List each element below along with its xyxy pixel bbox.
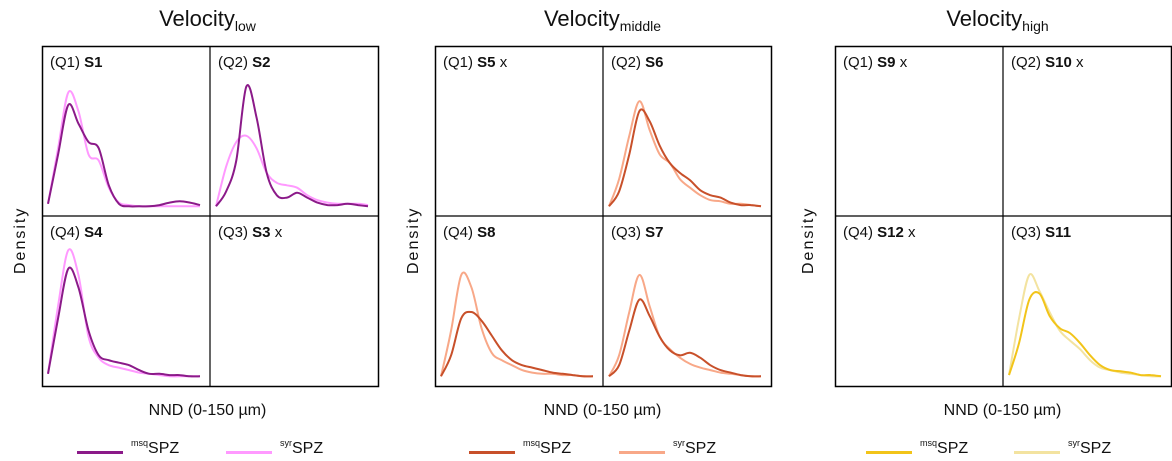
panel-quadrant: (Q2) [611,54,645,71]
group-velocity-high: Velocityhigh Density (Q1) S9 x (Q2) S10 x… [800,0,1172,461]
density-curve-msqspz-s4 [47,266,201,378]
panel-quadrant: (Q1) [443,54,477,71]
panel-label-s6: (Q2) S6 [611,54,664,71]
legend-line-msq [469,451,515,454]
y-axis-label: Density [800,206,817,274]
panel-quadrant: (Q2) [1011,54,1045,71]
panel-sample: S5 [477,54,495,71]
y-axis-label: Density [12,206,29,274]
legend-line-msq [866,451,912,454]
panel-excluded-mark: x [896,54,908,71]
legend-label-msq: msqSPZ [920,438,969,457]
panel-label-s5: (Q1) S5 x [443,54,508,71]
panel-label-s11: (Q3) S11 [1011,224,1071,241]
density-curve-syrspz-s11 [1008,273,1162,378]
panel-sample: S10 [1045,54,1072,71]
panel-excluded-mark: x [496,54,508,71]
panel-sample: S4 [84,224,103,241]
panel-grid: (Q1) S1 (Q2) S2 (Q4) S4 (Q3) S3 x [41,45,380,388]
legend-line-syr [226,451,272,454]
panel-sample: S2 [252,54,270,71]
panel-quadrant: (Q3) [218,224,252,241]
legend: msqSPZ syrSPZ [800,436,1172,458]
chart-title: Velocitylow [159,6,256,34]
group-velocity-low: Velocitylow Density (Q1) S1 (Q2) S2 (Q4) S… [12,0,402,461]
legend-line-msq [77,451,123,454]
density-curve-syrspz-s8 [440,271,594,378]
panel-label-s9: (Q1) S9 x [843,54,908,71]
legend-line-syr [1014,451,1060,454]
x-axis-label: NND (0-150 µm) [943,402,1062,419]
panel-sample: S9 [877,54,895,71]
y-axis-label: Density [405,206,422,274]
density-curve-syrspz-s6 [608,100,762,208]
panel-label-s8: (Q4) S8 [443,224,496,241]
panel-excluded-mark: x [904,224,916,241]
legend-label-syr: syrSPZ [280,438,324,457]
legend-label-msq: msqSPZ [523,438,572,457]
legend-line-syr [619,451,665,454]
density-curve-msqspz-s6 [608,108,762,208]
panel-sample: S11 [1045,224,1071,241]
panel-label-s1: (Q1) S1 [50,54,103,71]
panel-excluded-mark: x [1072,54,1084,71]
legend: msqSPZ syrSPZ [12,436,402,458]
density-curve-msqspz-s8 [440,310,594,378]
panel-label-s2: (Q2) S2 [218,54,271,71]
panel-label-s10: (Q2) S10 x [1011,54,1084,71]
panel-label-s4: (Q4) S4 [50,224,103,241]
panel-quadrant: (Q3) [611,224,645,241]
legend-label-msq: msqSPZ [131,438,180,457]
panel-sample: S3 [252,224,270,241]
panel-label-s7: (Q3) S7 [611,224,664,241]
panel-excluded-mark: x [271,224,283,241]
panel-sample: S1 [84,54,102,71]
panel-quadrant: (Q4) [843,224,877,241]
legend: msqSPZ syrSPZ [405,436,795,458]
panel-sample: S8 [477,224,495,241]
legend-label-syr: syrSPZ [673,438,717,457]
x-axis-label: NND (0-150 µm) [543,402,662,419]
density-curve-syrspz-s7 [608,273,762,378]
chart-title: Velocityhigh [946,6,1049,34]
panel-label-s3: (Q3) S3 x [218,224,283,241]
density-curve-syrspz-s4 [47,248,200,378]
panel-quadrant: (Q3) [1011,224,1045,241]
panel-quadrant: (Q4) [50,224,84,241]
panel-quadrant: (Q4) [443,224,477,241]
density-curve-msqspz-s2 [215,84,369,208]
chart-title: Velocitymiddle [543,6,662,34]
panel-sample: S6 [645,54,663,71]
density-curve-msqspz-s7 [608,298,762,378]
panel-quadrant: (Q1) [843,54,877,71]
density-curve-msqspz-s11 [1008,291,1162,378]
legend-label-syr: syrSPZ [1068,438,1112,457]
x-axis-label: NND (0-150 µm) [148,402,267,419]
panel-grid: (Q1) S9 x (Q2) S10 x(Q4) S12 x (Q3) S11 [834,45,1172,388]
panel-sample: S12 [877,224,904,241]
panel-quadrant: (Q1) [50,54,84,71]
panel-sample: S7 [645,224,663,241]
panel-grid: (Q1) S5 x (Q2) S6 (Q4) S8 (Q3) S7 [434,45,773,388]
panel-label-s12: (Q4) S12 x [843,224,916,241]
panel-quadrant: (Q2) [218,54,252,71]
density-curve-msqspz-s1 [47,102,201,208]
density-curve-syrspz-s1 [47,90,200,208]
group-velocity-middle: Velocitymiddle Density (Q1) S5 x (Q2) S6(… [405,0,795,461]
